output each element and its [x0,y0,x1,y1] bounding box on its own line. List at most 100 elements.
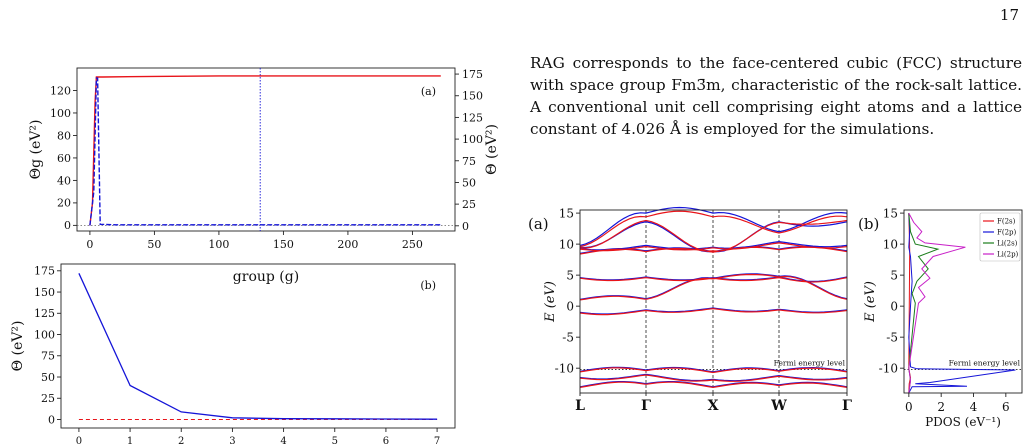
y-tick-40: 40 [57,174,71,187]
y-tick--5: -5 [562,330,574,344]
series-red [89,75,441,226]
x-tick-3: 3 [229,436,235,447]
x-tick-2: 2 [937,400,945,414]
y-tick--10: -10 [555,361,574,375]
y-tick-75: 75 [41,350,55,363]
y-right-tick-25: 25 [462,198,476,211]
y-tick-5: 5 [890,268,898,282]
y-tick-10: 10 [883,237,898,251]
band-red [579,242,848,252]
plot-frame [76,67,456,232]
x-tick-7: 7 [434,436,440,447]
band-red [579,381,848,389]
y-right-tick-75: 75 [462,155,476,168]
fermi-level-label: Fermi energy level [949,358,1021,367]
band-red [579,307,848,316]
plot-frame [60,263,456,429]
band-red [579,210,848,248]
y-tick--10: -10 [879,361,898,375]
x-tick-0: 0 [76,436,82,447]
y-right-tick-150: 150 [462,90,483,103]
y-tick-0: 0 [566,299,574,313]
band-red [579,367,848,374]
chart-theta-decay: 0 1 2 3 4 5 6 7 0 25 50 75 100 125 150 175 (b) Θ (eV²) [10,263,456,447]
x-tick-200: 200 [337,238,358,251]
x-tick-0: 0 [905,400,913,414]
y-axis-label: E (eV) [543,281,558,323]
series-blue [89,77,441,226]
x-tick-6: 6 [383,436,389,447]
plot-frame [579,209,848,394]
x-tick-150: 150 [273,238,294,251]
y-tick-120: 120 [50,84,71,97]
paragraph-text: RAG corresponds to the face-centered cub… [530,54,1022,138]
x-tick-100: 100 [208,238,229,251]
panel-label: (b) [420,279,436,292]
k-point-label: X [708,398,719,414]
x-axis-label: group (g) [233,269,299,285]
x-tick-5: 5 [332,436,338,447]
panel-label: (b) [858,215,879,233]
legend-box [979,212,1021,262]
x-tick-2: 2 [178,436,184,447]
y-tick--5: -5 [886,330,898,344]
y-axis-label-right: Θ (eV²) [484,124,500,175]
x-tick-4: 4 [280,436,286,447]
y-axis-label: E (eV) [863,281,878,323]
plot-frame [903,209,1023,394]
k-point-label: Γ [842,398,852,414]
legend-entry: Li(2s) [997,240,1018,248]
band-red [579,219,848,252]
y-tick-10: 10 [559,237,574,251]
panel-label: (a) [528,215,549,233]
band-red [579,374,848,382]
chart-band-structure: L Γ X W Γ -10 -5 0 5 10 15 Fermi energy level (a) E (… [528,206,852,414]
y-right-tick-0: 0 [462,220,469,233]
y-tick-0: 0 [64,219,71,232]
chart-pdos: 0 2 4 6 -10 -5 0 5 10 15 Fermi energy level F(2s) F(… [858,206,1023,429]
k-point-label: L [575,398,585,414]
pdos-li2s [908,213,940,394]
pdos-li2p [908,212,966,394]
y-tick-25: 25 [41,392,55,405]
y-tick-5: 5 [566,268,574,282]
y-tick-15: 15 [559,206,574,220]
x-tick-6: 6 [1002,400,1010,414]
y-axis-label-left: Θg (eV²) [28,120,44,180]
y-tick-50: 50 [41,371,55,384]
y-tick-150: 150 [34,286,55,299]
pdos-f2p [908,213,1016,394]
chart-group-convergence: 0 50 100 150 200 250 0 20 40 60 80 100 120 0 25 50 75 100… [28,67,500,285]
legend-entry: F(2p) [997,229,1017,237]
y-right-tick-125: 125 [462,111,483,124]
band-red [579,273,848,301]
band-red [579,276,848,283]
y-tick-125: 125 [34,307,55,320]
k-point-label: W [770,398,787,414]
y-tick-20: 20 [57,197,71,210]
y-tick-80: 80 [57,129,71,142]
y-tick-175: 175 [34,265,55,278]
k-point-label: Γ [641,398,651,414]
y-tick-100: 100 [34,328,55,341]
x-tick-50: 50 [147,238,161,251]
y-tick-100: 100 [50,107,71,120]
x-axis-label: PDOS (eV⁻¹) [925,415,1001,429]
legend-entry: F(2s) [997,218,1016,226]
y-tick-0: 0 [48,413,55,426]
y-axis-label: Θ (eV²) [10,321,26,372]
panel-label: (a) [421,85,436,98]
x-tick-250: 250 [402,238,423,251]
y-right-tick-50: 50 [462,176,476,189]
series-blue [78,273,438,420]
y-tick-0: 0 [890,299,898,313]
page-number: 17 [999,6,1019,24]
y-right-tick-175: 175 [462,68,483,81]
x-tick-1: 1 [127,436,133,447]
legend-entry: Li(2p) [997,251,1019,259]
y-tick-15: 15 [883,206,898,220]
x-tick-0: 0 [86,238,93,251]
fermi-level-label: Fermi energy level [774,358,846,367]
x-tick-4: 4 [970,400,978,414]
y-tick-60: 60 [57,152,71,165]
